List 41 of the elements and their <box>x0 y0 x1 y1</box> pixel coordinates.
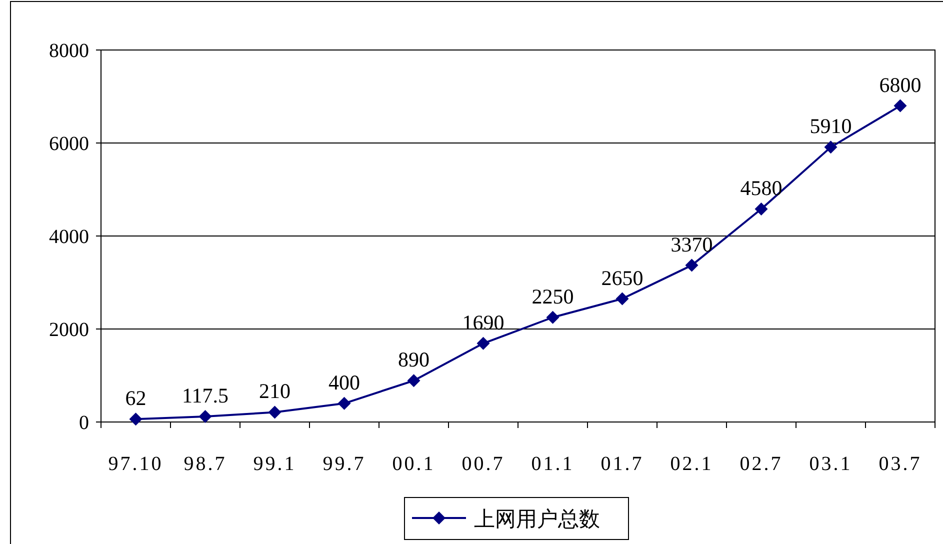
x-tick-label: 99.1 <box>253 453 296 475</box>
point <box>824 140 838 154</box>
y-tick-label: 8000 <box>49 40 89 62</box>
point <box>754 202 768 216</box>
x-tick-label: 03.1 <box>809 453 852 475</box>
y-tick-label: 0 <box>79 412 89 434</box>
point <box>685 258 698 272</box>
data-label: 400 <box>328 370 360 394</box>
x-tick-label: 98.7 <box>184 453 227 475</box>
point <box>616 292 629 306</box>
point <box>546 310 560 324</box>
data-label: 2250 <box>532 284 574 308</box>
x-tick-label: 00.7 <box>462 453 505 475</box>
data-label: 5910 <box>810 114 852 138</box>
x-tick-label: 01.1 <box>531 453 574 475</box>
data-label: 2650 <box>601 266 644 290</box>
point <box>476 336 490 350</box>
point <box>338 396 351 410</box>
data-label: 62 <box>125 386 146 410</box>
point <box>268 406 282 419</box>
y-tick-label: 6000 <box>49 133 89 155</box>
data-label: 117.5 <box>182 384 228 408</box>
x-tick-label: 03.7 <box>878 453 922 475</box>
point <box>198 410 212 424</box>
x-tick-label: 01.7 <box>600 453 644 475</box>
x-tick-label: 99.7 <box>322 453 366 475</box>
data-label: 6800 <box>879 72 922 97</box>
point <box>407 374 420 388</box>
x-tick-label: 02.7 <box>740 453 783 475</box>
data-label: 890 <box>398 348 430 372</box>
point <box>129 412 142 426</box>
y-tick-label: 2000 <box>49 319 89 341</box>
point <box>894 99 907 112</box>
data-label: 3370 <box>670 232 713 256</box>
x-tick-label: 97.10 <box>108 453 164 475</box>
x-tick-label: 00.1 <box>392 453 436 475</box>
data-label: 210 <box>259 379 290 404</box>
x-tick-label: 02.1 <box>670 453 714 475</box>
data-label: 4580 <box>740 176 782 200</box>
legend-label: 上网用户总数 <box>474 507 600 531</box>
y-tick-label: 4000 <box>49 226 89 248</box>
